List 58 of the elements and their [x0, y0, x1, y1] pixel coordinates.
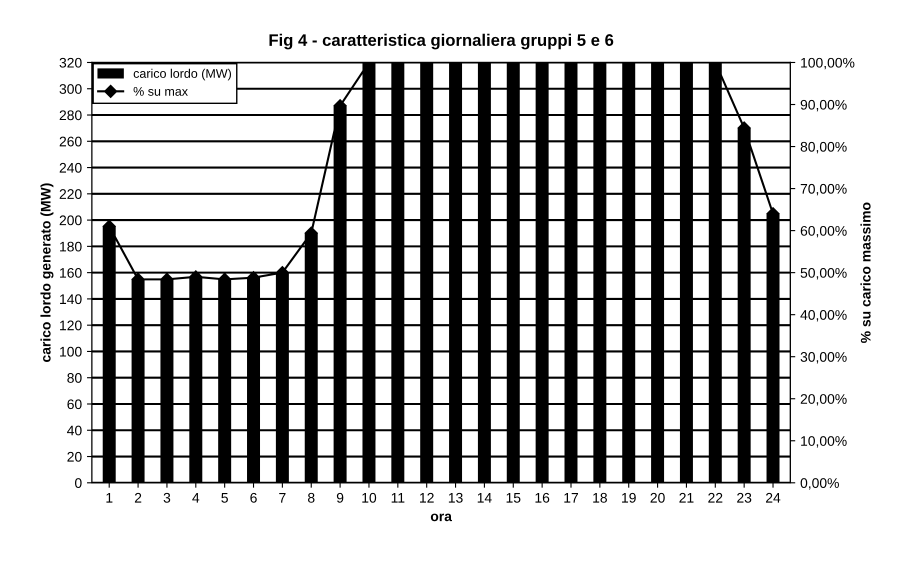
x-tick-label: 24 [766, 492, 780, 503]
legend-label: carico lordo (MW) [134, 68, 231, 80]
x-tick-label: 14 [478, 493, 492, 503]
x-tick-label: 20 [650, 492, 665, 503]
x-tick-label: 21 [679, 492, 694, 503]
x-tick-label: 17 [564, 493, 578, 503]
x-tick-label: 9 [336, 492, 344, 503]
y-tick-label: 280 [60, 110, 82, 120]
x-tick-label: 22 [708, 492, 722, 503]
y-tick-label: 200 [60, 215, 82, 226]
y-tick-label: 80 [67, 373, 82, 383]
y-axis-title: carico lordo generato (MW) [40, 183, 54, 362]
x-tick-label: 8 [308, 492, 315, 503]
y-tick-label: 220 [60, 189, 82, 199]
y2-tick-label: 30,00% [800, 352, 847, 364]
x-tick-label: 19 [622, 492, 636, 503]
x-tick-label: 18 [593, 492, 607, 503]
y2-tick-label: 80,00% [800, 142, 847, 154]
y2-axis-title: % su carico massimo [860, 202, 871, 343]
x-tick-label: 5 [221, 493, 228, 503]
x-tick-label: 23 [737, 492, 752, 503]
x-tick-label: 7 [279, 493, 286, 503]
y-tick-label: 120 [60, 320, 82, 330]
y-tick-label: 320 [60, 58, 82, 68]
y-tick-label: 100 [60, 346, 82, 357]
x-tick-label: 12 [420, 492, 434, 503]
y-tick-label: 240 [60, 162, 82, 173]
x-tick-label: 15 [506, 493, 520, 503]
legend-label: % su max [134, 87, 188, 96]
y2-tick-label: 10,00% [801, 436, 847, 448]
chart-title: Fig 4 - caratteristica giornaliera gruppi 5 e 6 [270, 34, 614, 50]
x-tick-label: 3 [164, 492, 170, 503]
y2-tick-label: 70,00% [800, 184, 847, 196]
y-tick-label: 0 [74, 478, 82, 488]
x-tick-label: 2 [134, 492, 142, 503]
y-tick-label: 180 [60, 242, 82, 252]
y-tick-label: 300 [60, 84, 82, 94]
x-tick-label: 1 [106, 493, 112, 503]
y2-tick-label: 20,00% [800, 394, 847, 406]
x-tick-label: 16 [535, 492, 550, 503]
y2-tick-label: 100,00% [801, 58, 854, 70]
y2-tick-label: 90,00% [800, 100, 847, 112]
y2-tick-label: 40,00% [800, 310, 847, 322]
y-tick-label: 20 [67, 452, 82, 462]
y-tick-label: 60 [67, 399, 82, 410]
x-tick-label: 11 [392, 493, 404, 503]
x-tick-label: 13 [448, 492, 463, 503]
y2-tick-label: 0,00% [800, 478, 839, 490]
y-tick-label: 160 [60, 268, 82, 278]
x-tick-label: 6 [250, 492, 257, 503]
x-tick-label: 4 [192, 493, 200, 503]
y-tick-label: 260 [60, 136, 82, 146]
x-tick-label: 10 [362, 492, 376, 503]
y-tick-label: 40 [67, 426, 82, 436]
y2-tick-label: 50,00% [800, 268, 847, 280]
y-tick-label: 140 [60, 294, 82, 304]
x-axis-title: ora [430, 514, 452, 522]
y2-tick-label: 60,00% [800, 226, 847, 238]
